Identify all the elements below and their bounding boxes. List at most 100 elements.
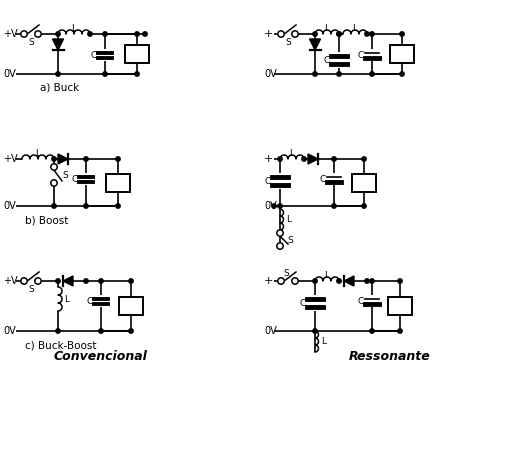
Circle shape [313, 32, 317, 36]
Text: 0V: 0V [3, 69, 16, 79]
Text: L: L [324, 24, 330, 33]
Circle shape [337, 32, 341, 36]
Text: S: S [62, 171, 68, 180]
Polygon shape [344, 276, 354, 286]
Polygon shape [309, 39, 320, 50]
Text: S: S [285, 37, 291, 46]
Circle shape [362, 204, 366, 208]
Text: 0V: 0V [264, 326, 277, 336]
Circle shape [21, 31, 27, 37]
Text: L: L [114, 176, 122, 189]
Text: +: + [264, 154, 274, 164]
Circle shape [35, 31, 41, 37]
Circle shape [278, 278, 284, 284]
FancyBboxPatch shape [125, 45, 149, 63]
Text: L: L [324, 271, 330, 280]
Circle shape [278, 204, 282, 208]
Text: L: L [398, 47, 406, 61]
Text: C: C [72, 174, 78, 183]
Text: 0V: 0V [264, 69, 277, 79]
Circle shape [51, 180, 57, 186]
Text: C: C [358, 51, 364, 60]
FancyBboxPatch shape [388, 297, 412, 315]
Circle shape [116, 157, 120, 161]
Circle shape [313, 329, 317, 333]
Circle shape [56, 279, 60, 283]
Circle shape [88, 32, 92, 36]
Circle shape [56, 72, 60, 76]
Circle shape [370, 32, 374, 36]
Circle shape [313, 279, 317, 283]
Circle shape [277, 230, 283, 236]
Circle shape [292, 278, 298, 284]
Text: C: C [91, 51, 97, 60]
Text: L: L [321, 337, 326, 346]
Circle shape [272, 204, 276, 208]
Text: +V: +V [3, 154, 18, 164]
Polygon shape [58, 154, 68, 164]
Circle shape [135, 32, 139, 36]
Circle shape [332, 157, 336, 161]
Circle shape [116, 204, 120, 208]
Text: +V: +V [3, 276, 18, 286]
Circle shape [99, 329, 103, 333]
Circle shape [103, 32, 107, 36]
Circle shape [365, 32, 369, 36]
Circle shape [337, 279, 341, 283]
FancyBboxPatch shape [106, 173, 130, 191]
Circle shape [370, 279, 374, 283]
Circle shape [277, 243, 283, 249]
Text: C: C [300, 299, 306, 308]
Text: +: + [264, 29, 274, 39]
Text: +: + [264, 276, 274, 286]
Text: L: L [72, 24, 76, 33]
Circle shape [84, 157, 88, 161]
Circle shape [143, 32, 147, 36]
Text: c) Buck-Boost: c) Buck-Boost [25, 340, 97, 350]
Circle shape [337, 72, 341, 76]
Circle shape [292, 31, 298, 37]
Text: L: L [35, 148, 41, 157]
Text: a) Buck: a) Buck [40, 82, 79, 92]
Circle shape [370, 329, 374, 333]
FancyBboxPatch shape [119, 297, 143, 315]
Text: L: L [64, 294, 69, 303]
Circle shape [337, 32, 341, 36]
Circle shape [365, 279, 369, 283]
Circle shape [99, 279, 103, 283]
Text: Ressonante: Ressonante [349, 349, 431, 363]
Circle shape [278, 157, 282, 161]
Circle shape [56, 329, 60, 333]
Text: C: C [358, 297, 364, 306]
Circle shape [398, 329, 402, 333]
Circle shape [135, 72, 139, 76]
Polygon shape [308, 154, 318, 164]
Circle shape [52, 157, 56, 161]
Text: 0V: 0V [3, 201, 16, 211]
Circle shape [52, 204, 56, 208]
Text: L: L [127, 300, 135, 312]
Text: 0V: 0V [3, 326, 16, 336]
Text: C: C [324, 55, 330, 64]
Text: S: S [283, 270, 289, 279]
Circle shape [278, 31, 284, 37]
Text: Convencional: Convencional [53, 349, 147, 363]
Polygon shape [63, 276, 73, 286]
Circle shape [35, 278, 41, 284]
Polygon shape [53, 39, 63, 50]
FancyBboxPatch shape [352, 173, 376, 191]
Text: L: L [396, 300, 404, 312]
Circle shape [21, 278, 27, 284]
Text: S: S [287, 236, 293, 245]
Circle shape [103, 72, 107, 76]
Circle shape [84, 204, 88, 208]
Circle shape [51, 164, 57, 170]
Circle shape [129, 279, 133, 283]
Circle shape [56, 32, 60, 36]
Text: C: C [265, 176, 271, 185]
Text: C: C [87, 297, 93, 306]
Circle shape [400, 32, 404, 36]
Text: 0V: 0V [264, 201, 277, 211]
Text: +V: +V [3, 29, 18, 39]
Text: L: L [286, 215, 291, 224]
